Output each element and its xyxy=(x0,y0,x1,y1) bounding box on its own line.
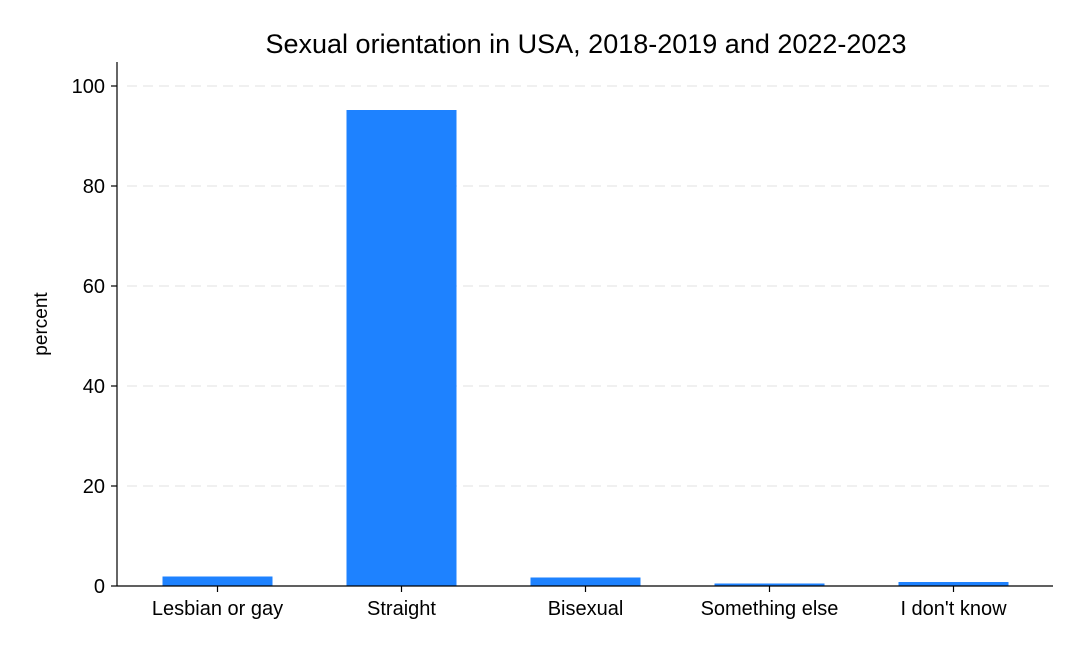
y-axis-label: percent xyxy=(31,292,52,356)
bar xyxy=(530,577,641,586)
x-axis-ticks: Lesbian or gay Straight Bisexual Something … xyxy=(152,586,1007,620)
y-tick-label: 100 xyxy=(72,76,105,98)
y-axis-ticks: 0 20 40 60 80 100 xyxy=(72,76,117,598)
y-tick-label: 80 xyxy=(83,176,105,198)
x-tick-label: Lesbian or gay xyxy=(152,598,283,620)
y-tick-label: 20 xyxy=(83,476,105,498)
bar xyxy=(346,110,457,586)
y-tick-label: 0 xyxy=(94,576,105,598)
bar xyxy=(162,576,273,586)
gridlines xyxy=(127,85,1053,487)
bars xyxy=(162,110,1009,586)
x-tick-label: I don't know xyxy=(900,598,1007,620)
bar xyxy=(898,582,1009,586)
bar xyxy=(714,583,825,586)
axes xyxy=(116,62,1053,587)
chart-title: Sexual orientation in USA, 2018-2019 and… xyxy=(266,29,907,59)
x-tick-label: Bisexual xyxy=(548,598,624,620)
y-tick-label: 60 xyxy=(83,276,105,298)
y-tick-label: 40 xyxy=(83,376,105,398)
x-tick-label: Straight xyxy=(367,598,436,620)
x-tick-label: Something else xyxy=(701,598,839,620)
